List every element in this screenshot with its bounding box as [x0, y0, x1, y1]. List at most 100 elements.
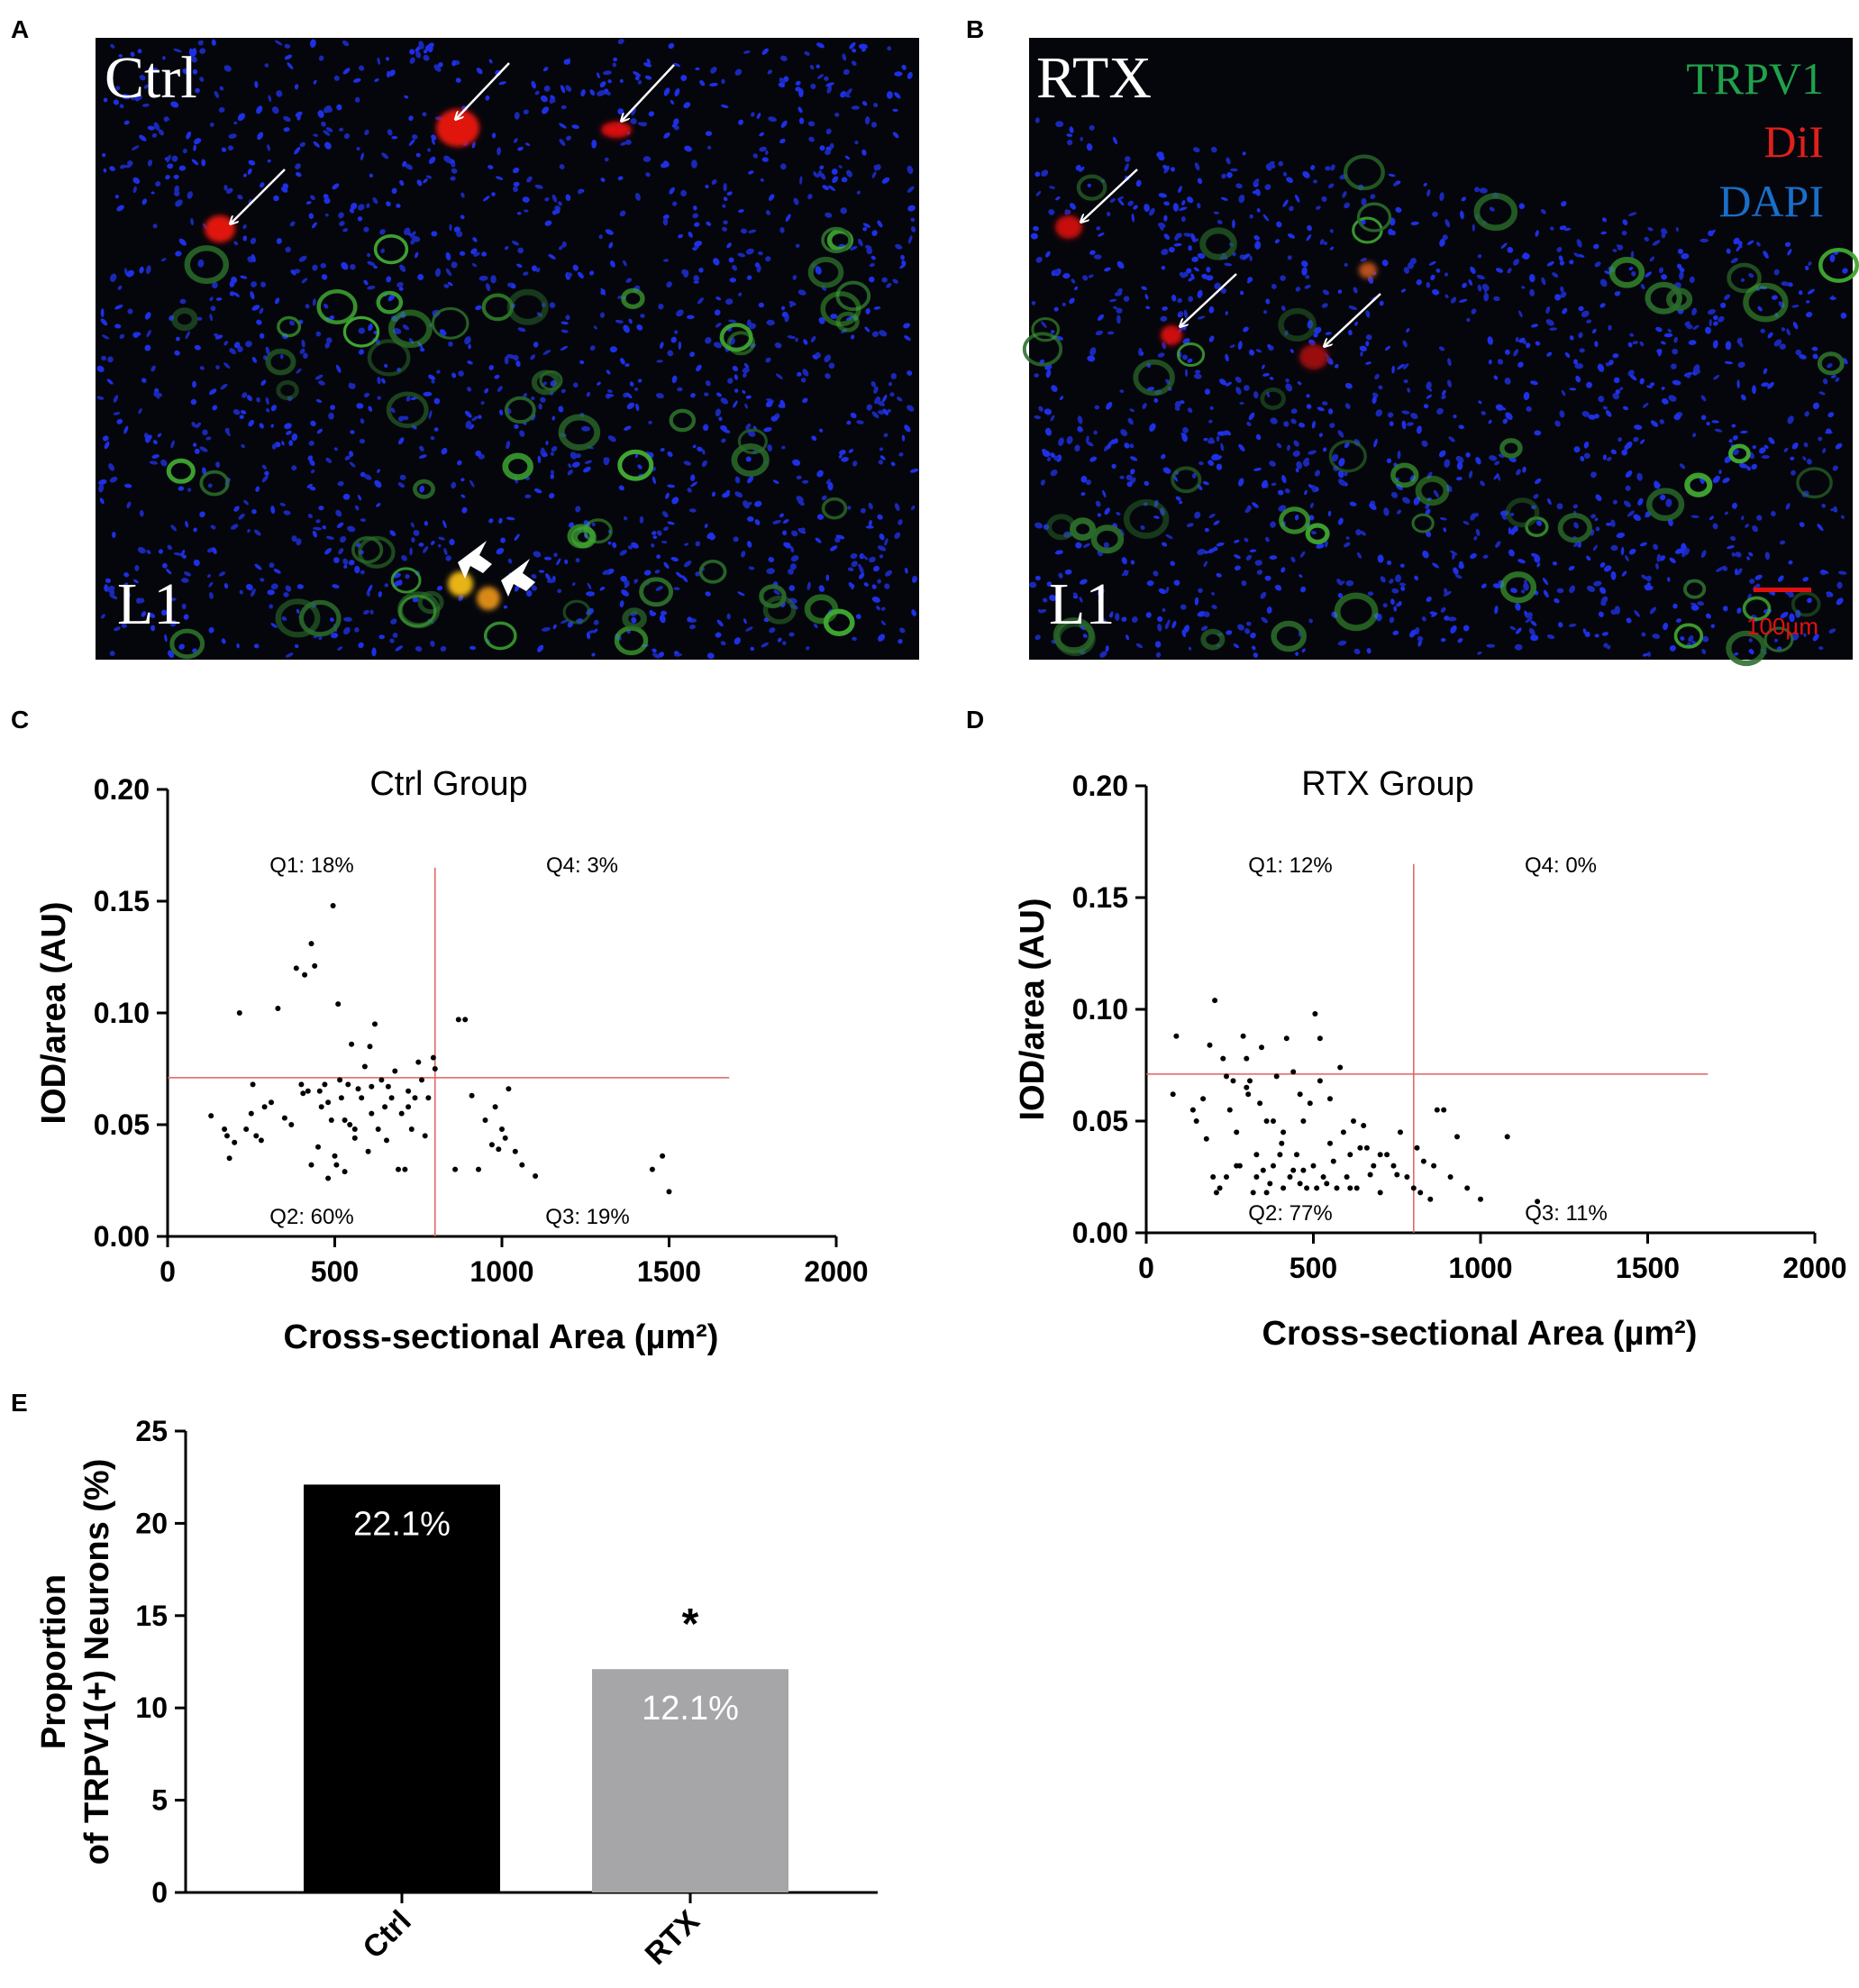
- data-point: [1260, 1167, 1266, 1173]
- dapi-nucleus: [1117, 287, 1123, 294]
- dapi-nucleus: [535, 268, 541, 273]
- dapi-nucleus: [1207, 548, 1216, 553]
- dapi-nucleus: [560, 105, 567, 110]
- dapi-nucleus: [1203, 561, 1207, 568]
- dapi-nucleus: [1244, 506, 1252, 514]
- dapi-nucleus: [1442, 234, 1448, 241]
- x-tick-label: 500: [1289, 1252, 1337, 1284]
- trpv1-neuron: [1817, 351, 1845, 376]
- dapi-nucleus: [490, 275, 497, 284]
- trpv1-neuron: [1328, 440, 1367, 473]
- dapi-nucleus: [1163, 233, 1171, 240]
- dapi-nucleus: [243, 499, 249, 506]
- dapi-nucleus: [390, 618, 397, 625]
- dapi-nucleus: [1720, 302, 1727, 308]
- trpv1-neuron: [1090, 524, 1125, 554]
- dapi-nucleus: [1194, 511, 1201, 519]
- dapi-nucleus: [1121, 616, 1127, 622]
- dapi-nucleus: [1569, 335, 1574, 341]
- dapi-nucleus: [1100, 617, 1107, 625]
- dapi-nucleus: [460, 214, 465, 220]
- dapi-nucleus: [859, 553, 865, 560]
- dapi-nucleus: [1748, 552, 1754, 557]
- dapi-nucleus: [743, 50, 751, 54]
- dapi-nucleus: [215, 297, 223, 301]
- data-point: [412, 1095, 418, 1101]
- dapi-nucleus: [693, 275, 699, 282]
- dapi-nucleus: [621, 589, 629, 597]
- dapi-nucleus: [746, 321, 752, 326]
- data-point: [332, 1153, 338, 1159]
- dapi-nucleus: [1688, 634, 1694, 643]
- colocalized-neuron: [477, 587, 500, 610]
- data-point: [1371, 1163, 1377, 1169]
- dapi-nucleus: [1121, 557, 1127, 565]
- dapi-nucleus: [1811, 346, 1818, 351]
- dapi-nucleus: [1254, 241, 1262, 250]
- dapi-nucleus: [603, 457, 610, 466]
- y-tick-label: 25: [135, 1415, 168, 1447]
- dapi-nucleus: [410, 522, 415, 528]
- dapi-nucleus: [1232, 219, 1235, 229]
- dapi-nucleus: [294, 643, 299, 649]
- dapi-nucleus: [1569, 260, 1574, 265]
- dapi-nucleus: [599, 586, 606, 591]
- dapi-nucleus: [1271, 283, 1277, 289]
- trpv1-neuron: [1818, 247, 1859, 283]
- dapi-nucleus: [862, 223, 871, 228]
- dapi-nucleus: [1208, 513, 1216, 519]
- dapi-nucleus: [871, 584, 877, 589]
- dapi-nucleus: [331, 633, 339, 639]
- dapi-nucleus: [754, 262, 761, 268]
- dapi-nucleus: [517, 327, 526, 333]
- dapi-nucleus: [1390, 491, 1399, 498]
- dapi-nucleus: [195, 422, 202, 429]
- dapi-nucleus: [1162, 165, 1170, 170]
- dapi-nucleus: [1593, 243, 1599, 250]
- dapi-nucleus: [1574, 362, 1584, 369]
- dapi-nucleus: [180, 549, 186, 557]
- dapi-nucleus: [1082, 634, 1088, 638]
- dapi-nucleus: [575, 506, 581, 513]
- dapi-nucleus: [283, 592, 289, 597]
- dapi-nucleus: [1206, 275, 1214, 281]
- dapi-nucleus: [1197, 289, 1203, 298]
- dapi-nucleus: [1556, 503, 1563, 510]
- dapi-nucleus: [107, 356, 114, 363]
- dapi-nucleus: [1190, 273, 1195, 280]
- dapi-nucleus: [1252, 502, 1259, 508]
- dapi-nucleus: [692, 247, 697, 251]
- dapi-nucleus: [734, 68, 743, 76]
- dapi-nucleus: [1308, 515, 1315, 521]
- data-point: [1434, 1107, 1440, 1113]
- data-point: [1173, 1033, 1180, 1039]
- dapi-nucleus: [253, 529, 261, 536]
- dapi-nucleus: [1050, 470, 1058, 477]
- dapi-nucleus: [1450, 550, 1458, 556]
- panel-b-dapi-nuclei: [1029, 117, 1848, 658]
- dapi-nucleus: [745, 395, 752, 399]
- dapi-nucleus: [1736, 379, 1740, 388]
- dapi-nucleus: [792, 275, 797, 280]
- dil-labeled-neuron: [1055, 215, 1082, 239]
- dapi-nucleus: [1507, 268, 1512, 274]
- dapi-nucleus: [335, 509, 342, 517]
- dapi-nucleus: [769, 627, 776, 634]
- dapi-nucleus: [1397, 509, 1401, 515]
- dapi-nucleus: [1035, 190, 1042, 196]
- dapi-nucleus: [1124, 442, 1130, 449]
- dapi-nucleus: [116, 418, 123, 424]
- dapi-nucleus: [1450, 625, 1457, 634]
- dapi-nucleus: [318, 380, 325, 386]
- dapi-nucleus: [1278, 160, 1284, 167]
- dapi-nucleus: [1569, 388, 1577, 391]
- dapi-nucleus: [448, 341, 453, 347]
- dapi-nucleus: [1783, 447, 1789, 452]
- dapi-nucleus: [1299, 551, 1306, 558]
- dapi-nucleus: [676, 309, 684, 317]
- dapi-nucleus: [209, 313, 213, 322]
- dapi-nucleus: [1048, 209, 1055, 215]
- dapi-nucleus: [525, 589, 533, 597]
- dapi-nucleus: [782, 518, 789, 524]
- dapi-nucleus: [1238, 194, 1245, 204]
